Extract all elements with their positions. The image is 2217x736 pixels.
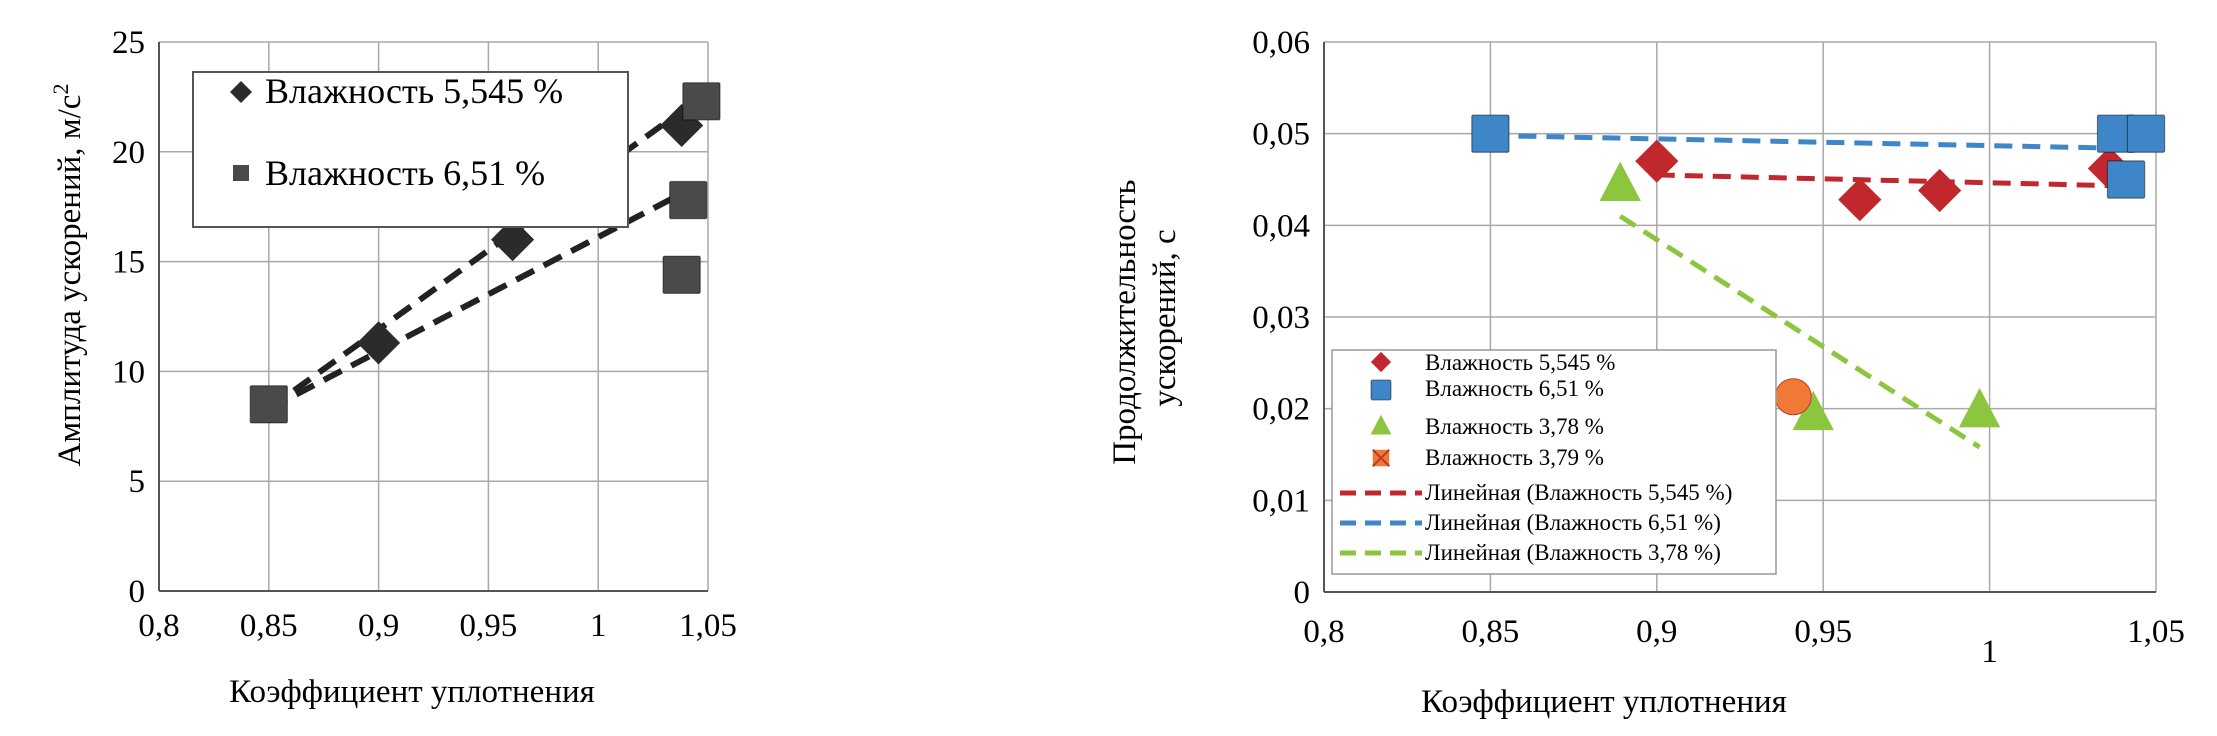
markers-right [1471,114,2166,431]
legend-right-marker-2 [1370,379,1392,401]
y-tick-label: 0,04 [1252,208,1310,244]
data-point-s3-2 [1792,390,1834,431]
legend-right-label-5: Линейная (Влажность 5,545 %) [1425,480,1732,505]
ticks-right: 0,8 0,85 0,9 0,95 1 1,05 0 0,01 0,02 0,03 0,04 0,05… [1252,25,2185,670]
y-axis-title-left: Амплитуда ускорений, м/с2 [48,84,88,467]
legend-right-markers [1340,351,1422,556]
legend-left-label-1: Влажность 5,545 % [265,71,563,111]
y-tick-label: 25 [112,25,145,61]
data-point-s4-1 [1774,378,1812,416]
data-point-s1-3 [1918,168,1962,213]
y-tick-label: 20 [112,135,145,171]
y-tick-label: 0,05 [1252,117,1310,153]
legend-left-label-2: Влажность 6,51 % [265,153,545,193]
trendline-2 [267,188,688,412]
legend-right-marker-1 [1370,351,1392,373]
data-point-s3-3 [1958,388,2001,428]
legend-left: Влажность 5,545 % Влажность 6,51 % [192,71,629,228]
markers-left [249,82,721,424]
y-axis-title-right-line2: ускорений, с [1147,229,1183,406]
legend-left-box [192,71,629,228]
y-axis-title-right-line1: Продолжительность [1107,179,1143,464]
data-point-s2-1 [249,385,288,424]
trendline-3 [1618,214,1981,450]
x-tick-label: 0,95 [1794,614,1852,650]
data-point-s1-2 [490,218,535,262]
legend-right-label-3: Влажность 3,78 % [1425,414,1604,439]
legend-right-marker-3 [1370,414,1392,435]
x-axis-title-left: Коэффициент уплотнения [229,674,595,710]
y-axis-title-left-sup: 2 [48,84,73,95]
y-axis-title-right: Продолжительность ускорений, с [1107,171,1183,465]
x-tick-label: 1,05 [679,608,737,644]
legend-right-marker-4 [1372,449,1390,467]
legend-right-label-1: Влажность 5,545 % [1425,350,1615,375]
data-point-s2-4 [682,82,721,121]
x-tick-label: 0,8 [138,608,179,644]
legend-right-label-6: Линейная (Влажность 6,51 %) [1425,510,1721,535]
y-tick-label: 0 [1294,575,1311,611]
data-point-s2-4 [2126,114,2166,153]
legend-right-label-2: Влажность 6,51 % [1425,376,1604,401]
legend-right-label-7: Линейная (Влажность 3,78 %) [1425,540,1721,565]
data-point-s1-1 [1635,139,1679,183]
x-tick-label: 0,95 [460,608,518,644]
chart-left: 0,8 0,85 0,9 0,95 1 1,05 0 5 10 15 20 25 Коэффициен… [48,25,737,710]
trendlines-right [1490,133,2123,450]
chart-right: 0,8 0,85 0,9 0,95 1 1,05 0 0,01 0,02 0,03 0,04 0,05… [1107,25,2185,720]
legend-right: Влажность 5,545 % Влажность 6,51 % Влажн… [1331,349,1777,575]
trendlines-left [267,105,688,412]
x-tick-label: 1,05 [2127,614,2185,650]
trendline-2 [1490,133,2123,151]
trendline-1 [267,105,688,412]
y-tick-label: 15 [112,245,145,281]
trendline-1 [1656,172,2123,189]
ticks-left: 0,8 0,85 0,9 0,95 1 1,05 0 5 10 15 20 25 [112,25,737,644]
x-axis-title-right: Коэффициент уплотнения [1421,684,1787,720]
x-tick-label: 0,85 [1462,614,1520,650]
data-point-s2-1 [1471,114,1510,153]
data-point-s1-2 [1838,178,1882,222]
x-tick-label: 1 [1981,634,1998,670]
x-tick-label: 1 [590,608,607,644]
y-tick-label: 0,02 [1252,392,1310,428]
data-point-s2-3 [2106,160,2146,199]
y-tick-label: 10 [112,354,145,390]
y-tick-label: 5 [129,464,146,500]
y-axis-title-left-main: Амплитуда ускорений, м/с [52,95,88,467]
y-tick-label: 0,03 [1252,300,1310,336]
legend-left-marker-2 [233,165,249,181]
y-tick-label: 0 [129,574,146,610]
x-tick-label: 0,9 [358,608,399,644]
legend-right-marker-4-cross [1372,449,1390,467]
legend-left-marker-1 [230,81,252,103]
x-tick-label: 0,9 [1636,614,1677,650]
data-point-s2-3 [669,180,708,220]
data-point-s1-1 [357,321,401,365]
legend-right-box [1331,349,1777,575]
legend-right-label-4: Влажность 3,79 % [1425,445,1604,470]
data-point-s3-1 [1599,161,1641,201]
x-tick-label: 0,8 [1303,614,1344,650]
y-tick-label: 0,01 [1252,483,1310,519]
data-point-s2-2 [662,255,701,294]
y-tick-label: 0,06 [1252,25,1310,61]
x-tick-label: 0,85 [240,608,298,644]
